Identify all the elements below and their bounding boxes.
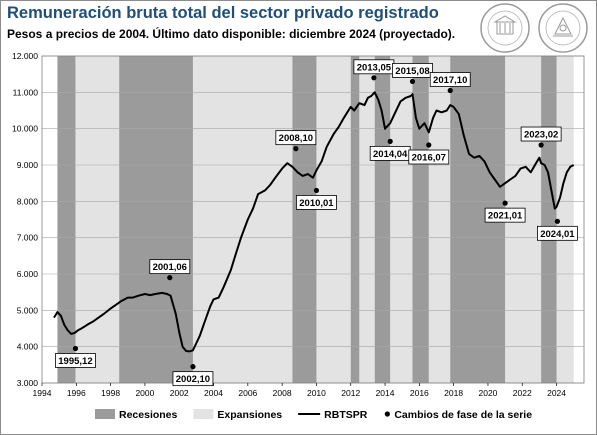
legend-swatch-expansion <box>193 409 214 419</box>
x-tick-label-9: 2012 <box>341 388 360 398</box>
phase-change-label-box-8 <box>408 149 450 165</box>
x-tick-label-4: 2002 <box>170 388 189 398</box>
y-tick-label-7: 10.000 <box>12 124 38 134</box>
x-tick-label-3: 2000 <box>135 388 154 398</box>
phase-bands <box>57 56 574 383</box>
bolsa-de-comercio-seal-icon <box>480 3 530 53</box>
series-line-rbtspr <box>53 91 575 353</box>
phase-change-point-1 <box>167 275 173 281</box>
y-tick-label-8: 11.000 <box>13 87 39 97</box>
expansion-band-3 <box>359 56 375 383</box>
phase-change-label-10: 2021,01 <box>488 211 523 222</box>
phase-change-label-box-11 <box>520 126 562 142</box>
expansion-band-5 <box>428 56 451 383</box>
phase-change-point-5 <box>371 75 377 81</box>
x-axis-ticks: 1994 1996 1998 2000 2002 2004 2006 2008 2010 2012… <box>33 383 566 398</box>
x-tick-label-13: 2020 <box>478 388 497 398</box>
recession-band-5 <box>412 56 429 383</box>
axes <box>41 55 585 384</box>
y-tick-label-6: 9.000 <box>17 160 39 170</box>
legend-label-0: Recesiones <box>119 409 178 421</box>
legend: Recesiones Expansiones RBTSPR Cambios de fa… <box>95 409 532 421</box>
x-tick-label-12: 2018 <box>444 388 463 398</box>
x-tick-label-14: 2022 <box>513 388 532 398</box>
phase-change-point-10 <box>502 200 508 206</box>
phase-change-label-12: 2024,01 <box>540 229 575 240</box>
phase-change-point-12 <box>554 218 561 224</box>
y-tick-label-4: 7.000 <box>17 233 39 243</box>
legend-label-3: Cambios de fase de la serie <box>394 409 532 421</box>
phase-change-point-3 <box>293 146 299 152</box>
recession-band-0 <box>57 56 76 383</box>
phase-change-label-2: 2002,10 <box>176 374 210 385</box>
x-tick-label-7: 2008 <box>273 388 292 398</box>
legend-label-1: Expansiones <box>217 409 282 421</box>
phase-change-label-11: 2023,02 <box>524 130 558 141</box>
bolsa-de-comercio-seal-2-icon <box>538 3 588 53</box>
phase-change-label-3: 2008,10 <box>279 133 313 144</box>
phase-change-label-6: 2014,04 <box>373 149 408 160</box>
phase-change-label-box-0 <box>55 353 96 368</box>
phase-change-point-4 <box>313 187 320 194</box>
y-axis-ticks: 3.000 4.000 5.000 6.000 7.000 8.000 9.000 10.00… <box>12 51 38 388</box>
phase-change-label-7: 2015,08 <box>395 66 429 77</box>
phase-change-point-7 <box>409 78 416 85</box>
phase-change-point-8 <box>426 142 432 148</box>
x-tick-label-8: 2010 <box>307 388 326 398</box>
y-tick-label-9: 12.000 <box>12 51 38 61</box>
x-tick-label-5: 2004 <box>204 388 223 398</box>
y-tick-label-3: 6.000 <box>17 269 39 279</box>
recession-band-3 <box>350 56 360 383</box>
x-tick-label-10: 2014 <box>376 388 395 398</box>
phase-change-point-11 <box>538 142 544 148</box>
phase-change-point-0 <box>72 345 79 352</box>
phase-change-label-8: 2016,07 <box>412 153 446 164</box>
x-tick-label-1: 1996 <box>67 388 86 398</box>
phase-change-label-9: 2017,10 <box>433 75 467 86</box>
x-tick-label-0: 1994 <box>33 388 52 398</box>
phase-change-label-1: 2001,06 <box>153 262 187 273</box>
legend-swatch-recession <box>95 409 115 419</box>
y-tick-label-2: 5.000 <box>17 305 39 315</box>
y-tick-label-0: 3.000 <box>17 378 39 388</box>
expansion-band-2 <box>316 56 351 383</box>
phase-change-label-box-4 <box>296 195 337 210</box>
phase-change-points: 1995,12 2001,06 2002,10 2008,10 2010,01 2013,… <box>55 59 578 387</box>
expansion-band-0 <box>75 56 120 383</box>
phase-change-point-6 <box>387 138 393 144</box>
recession-band-4 <box>374 56 391 383</box>
chart-title: Remuneración bruta total del sector priv… <box>7 4 439 22</box>
phase-change-label-0: 1995,12 <box>58 356 92 367</box>
y-tick-label-5: 8.000 <box>17 196 39 206</box>
x-tick-label-6: 2006 <box>238 388 257 398</box>
x-tick-label-15: 2024 <box>547 388 566 398</box>
phase-change-label-box-10 <box>484 207 526 223</box>
recession-band-7 <box>541 56 557 383</box>
expansion-band-1 <box>192 56 293 383</box>
recession-band-1 <box>119 56 193 383</box>
legend-swatch-dot <box>384 411 390 417</box>
plot-border <box>41 55 585 384</box>
series-layer <box>53 91 575 353</box>
phase-change-point-9 <box>447 87 453 94</box>
phase-change-label-box-2 <box>172 371 214 387</box>
chart-subtitle: Pesos a precios de 2004. Último dato dis… <box>7 27 456 41</box>
phase-change-label-box-7 <box>392 63 433 78</box>
phase-change-label-box-12 <box>537 225 578 241</box>
expansion-band-4 <box>390 56 413 383</box>
legend-label-2: RBTSPR <box>324 409 368 421</box>
y-tick-label-1: 4.000 <box>17 342 39 352</box>
x-tick-label-2: 1998 <box>101 388 120 398</box>
recession-band-2 <box>292 56 317 383</box>
phase-change-label-4: 2010,01 <box>299 198 334 209</box>
phase-change-label-5: 2013,05 <box>357 62 392 73</box>
phase-change-label-box-3 <box>275 130 317 146</box>
x-tick-label-11: 2016 <box>410 388 429 398</box>
phase-change-point-2 <box>190 364 196 370</box>
phase-change-label-box-1 <box>149 259 191 275</box>
phase-change-label-box-9 <box>429 72 471 87</box>
